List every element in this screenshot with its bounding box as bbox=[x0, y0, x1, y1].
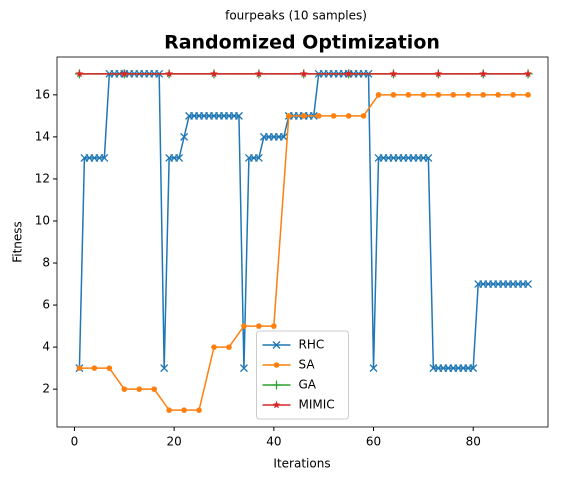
marker bbox=[495, 92, 501, 98]
y-tick-label: 8 bbox=[42, 256, 50, 270]
chart-suptitle: fourpeaks (10 samples) bbox=[225, 9, 367, 23]
marker bbox=[524, 280, 533, 289]
marker bbox=[315, 113, 322, 119]
marker bbox=[369, 364, 378, 373]
x-tick-label: 80 bbox=[466, 435, 481, 449]
marker bbox=[256, 323, 262, 329]
marker bbox=[239, 364, 248, 373]
marker bbox=[389, 69, 398, 78]
y-tick-label: 10 bbox=[35, 213, 50, 227]
marker bbox=[210, 69, 219, 78]
marker bbox=[75, 69, 84, 78]
y-axis-label: Fitness bbox=[11, 221, 25, 263]
marker bbox=[196, 407, 202, 413]
marker bbox=[300, 113, 307, 119]
marker bbox=[450, 92, 457, 98]
marker bbox=[181, 407, 187, 413]
marker bbox=[299, 69, 308, 78]
marker bbox=[121, 386, 128, 392]
legend: RHC SA GA MIMIC bbox=[256, 330, 349, 420]
x-tick-label: 0 bbox=[71, 435, 79, 449]
marker bbox=[120, 69, 129, 78]
marker bbox=[420, 92, 427, 98]
legend-box bbox=[256, 330, 349, 420]
marker bbox=[424, 153, 433, 162]
marker bbox=[480, 92, 486, 98]
legend-marker bbox=[273, 362, 280, 368]
y-tick-label: 6 bbox=[42, 298, 50, 312]
marker bbox=[390, 92, 397, 98]
legend-label: MIMIC bbox=[299, 398, 335, 412]
marker bbox=[91, 365, 98, 371]
marker bbox=[136, 386, 143, 392]
legend-marker bbox=[272, 380, 281, 390]
marker bbox=[375, 92, 382, 98]
marker bbox=[106, 365, 113, 371]
marker bbox=[165, 69, 174, 78]
marker bbox=[254, 69, 263, 78]
y-tick-label: 2 bbox=[42, 382, 50, 396]
marker bbox=[166, 407, 172, 413]
marker bbox=[345, 113, 352, 119]
y-tick-label: 4 bbox=[42, 340, 50, 354]
legend-marker bbox=[272, 400, 281, 409]
marker bbox=[76, 365, 83, 371]
marker bbox=[100, 153, 109, 162]
plot-frame bbox=[56, 56, 549, 428]
marker bbox=[175, 153, 184, 162]
legend-label: RHC bbox=[299, 338, 325, 352]
chart-title: Randomized Optimization bbox=[164, 32, 440, 54]
marker bbox=[330, 113, 337, 119]
marker bbox=[160, 364, 169, 373]
marker bbox=[510, 92, 516, 98]
marker bbox=[285, 113, 292, 119]
marker bbox=[360, 113, 367, 119]
x-axis-label: Iterations bbox=[273, 457, 330, 471]
y-tick-label: 16 bbox=[35, 87, 50, 101]
marker bbox=[525, 92, 531, 98]
marker bbox=[254, 153, 263, 162]
x-tick-label: 60 bbox=[366, 435, 381, 449]
marker bbox=[405, 92, 412, 98]
marker bbox=[151, 386, 158, 392]
x-tick-label: 40 bbox=[266, 435, 281, 449]
marker bbox=[435, 92, 442, 98]
marker bbox=[469, 364, 478, 373]
legend-label: GA bbox=[299, 378, 317, 392]
legend-label: SA bbox=[299, 358, 316, 372]
x-tick-label: 20 bbox=[167, 435, 182, 449]
marker bbox=[479, 69, 488, 78]
marker bbox=[226, 344, 232, 350]
marker bbox=[180, 132, 189, 141]
y-tick-label: 14 bbox=[35, 129, 50, 143]
legend-marker bbox=[272, 341, 281, 349]
marker bbox=[344, 69, 353, 78]
marker bbox=[211, 344, 217, 350]
marker bbox=[434, 69, 443, 78]
marker bbox=[234, 111, 243, 120]
marker bbox=[271, 323, 277, 329]
marker bbox=[524, 69, 533, 78]
marker bbox=[241, 323, 247, 329]
y-tick-label: 12 bbox=[35, 171, 50, 185]
marker bbox=[465, 92, 472, 98]
marker bbox=[279, 132, 288, 141]
